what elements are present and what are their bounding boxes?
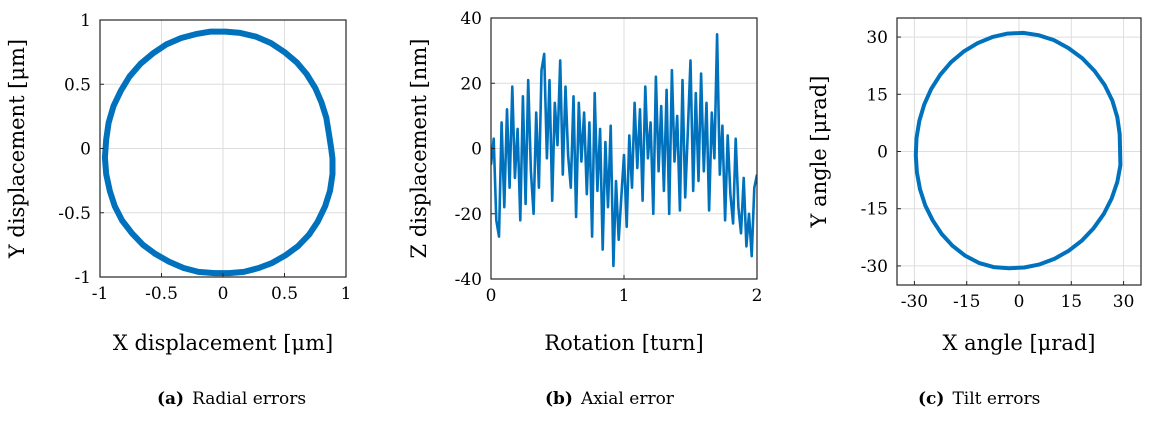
x-tick-label: 0	[486, 286, 497, 306]
x-axis-label: X displacement [μm]	[113, 331, 333, 355]
x-tick-label: 1	[341, 284, 352, 304]
y-tick-label: 0	[877, 143, 888, 163]
x-tick-label: -15	[953, 292, 980, 312]
x-tick-label: 2	[752, 286, 763, 306]
x-tick-label: 30	[1113, 292, 1135, 312]
x-tick-label: 0	[1014, 292, 1025, 312]
x-tick-label: -1	[92, 284, 109, 304]
caption-text: Tilt errors	[952, 389, 1040, 409]
x-tick-label: -30	[901, 292, 928, 312]
x-tick-label: 0.5	[271, 284, 298, 304]
panel-caption: (a) Radial errors	[157, 389, 306, 409]
y-tick-label: -40	[455, 270, 482, 290]
y-tick-label: 15	[866, 85, 888, 105]
y-tick-label: 1	[80, 11, 91, 31]
x-axis-label: X angle [μrad]	[943, 331, 1096, 355]
y-tick-label: 0.5	[64, 75, 91, 95]
y-tick-label: 20	[460, 74, 482, 94]
caption-tag: (a)	[157, 389, 184, 409]
series-line	[101, 28, 336, 277]
x-tick-label: -0.5	[145, 284, 178, 304]
y-tick-label: 40	[460, 9, 482, 29]
caption-tag: (b)	[545, 389, 573, 409]
y-tick-label: -30	[861, 257, 888, 277]
x-axis-label: Rotation [turn]	[544, 331, 703, 355]
panel-caption: (c) Tilt errors	[918, 389, 1040, 409]
y-tick-label: -20	[455, 205, 482, 225]
chart-panel-b: 0 1 2 -40 -20 0 20 40 Rotation [turn] Z displacem…	[407, 9, 762, 409]
y-axis-label: Y displacement [μm]	[5, 39, 29, 259]
y-tick-label: -1	[74, 268, 91, 288]
caption-tag: (c)	[918, 389, 944, 409]
x-tick-label: 15	[1060, 292, 1082, 312]
panel-caption: (b) Axial error	[545, 389, 675, 409]
y-tick-label: -15	[861, 200, 888, 220]
y-axis-label: Z displacement [nm]	[407, 39, 431, 259]
caption-text: Axial error	[580, 389, 675, 409]
y-tick-label: 0	[471, 140, 482, 160]
chart-panel-c: -30 -15 0 15 30 -30 -15 0 15 30 X angle [μrad] Y an…	[807, 17, 1142, 409]
y-axis-label: Y angle [μrad]	[807, 76, 831, 229]
caption-text: Radial errors	[192, 389, 306, 409]
x-tick-label: 0	[218, 284, 229, 304]
y-tick-label: 0	[80, 140, 91, 160]
series-line	[913, 30, 1123, 271]
y-tick-label: -0.5	[58, 204, 91, 224]
x-tick-label: 1	[619, 286, 630, 306]
y-tick-label: 30	[866, 28, 888, 48]
chart-panel-a: -1 -0.5 0 0.5 1 -1 -0.5 0 0.5 1 X displacement [μm…	[5, 11, 351, 409]
series-line	[491, 32, 757, 268]
